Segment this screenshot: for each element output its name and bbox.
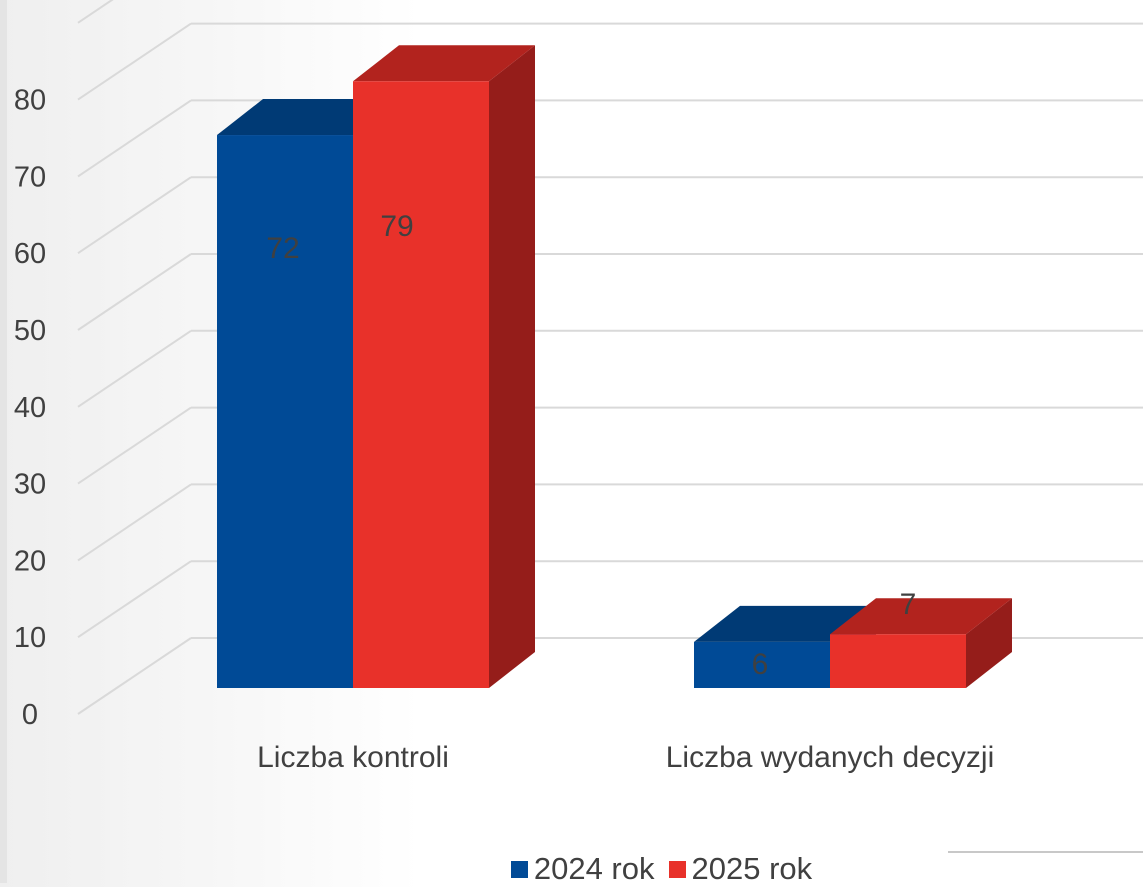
gridline-diagonal-3: [77, 406, 192, 485]
y-tick-label-2: 20: [14, 545, 46, 577]
data-label-1-0: 6: [752, 648, 769, 681]
y-tick-label-7: 70: [14, 161, 46, 193]
bar-top-1-1: [830, 598, 1012, 635]
x-category-label-1: Liczba wydanych decyzji: [666, 741, 995, 774]
legend-item-2025[interactable]: 2025 rok: [668, 851, 813, 887]
gridline-diagonal-7: [77, 99, 192, 178]
gridline-diagonal-5: [77, 253, 192, 331]
x-category-label-0: Liczba kontroli: [257, 741, 449, 774]
bar-0-0: [217, 135, 353, 689]
bar-side-0-1: [489, 45, 535, 688]
gridline-diagonal-4: [77, 329, 192, 408]
chart-legend: 2024 rok 2025 rok: [0, 851, 1143, 887]
data-label-0-0: 72: [266, 232, 299, 265]
bar-top-1-0: [694, 605, 876, 642]
y-tick-label-3: 30: [14, 469, 46, 501]
y-tick-label-1: 10: [14, 622, 46, 654]
y-tick-label-6: 60: [14, 238, 46, 270]
legend-label-2025: 2025 rok: [691, 851, 813, 886]
bar-0-1: [353, 81, 489, 688]
bar-top-0-1: [353, 45, 535, 82]
y-tick-label-0: 0: [22, 699, 38, 731]
legend-divider: [948, 851, 1143, 853]
data-label-1-1: 7: [900, 588, 917, 621]
panel-left-edge: [0, 0, 7, 883]
legend-label-2024: 2024 rok: [533, 851, 655, 886]
y-tick-label-8: 80: [14, 85, 46, 117]
legend-item-2024[interactable]: 2024 rok: [510, 851, 655, 887]
legend-swatch-2024: [510, 860, 528, 878]
gridline-diagonal-0: [77, 637, 192, 715]
y-tick-label-5: 50: [14, 315, 46, 347]
gridline-diagonal-1: [77, 560, 192, 639]
legend-swatch-2025: [668, 860, 686, 878]
gridline-diagonal-6: [77, 176, 192, 255]
bar-side-1-1: [966, 598, 1012, 688]
gridline-diagonal-9: [77, 0, 114, 24]
gridline-diagonal-8: [77, 22, 192, 101]
bar-1-0: [694, 641, 830, 688]
gridline-diagonal-2: [77, 483, 192, 562]
data-label-0-1: 79: [380, 210, 413, 243]
bar-1-1: [830, 634, 966, 688]
y-tick-label-4: 40: [14, 392, 46, 424]
